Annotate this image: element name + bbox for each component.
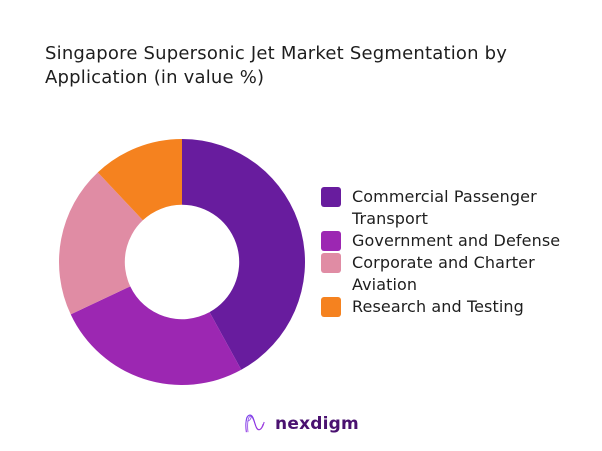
legend-label: Government and Defense [352, 231, 561, 250]
legend-label: Corporate and Charter Aviation [352, 253, 535, 294]
legend-item: Government and Defense [321, 230, 581, 252]
legend-swatch-icon [321, 231, 341, 251]
chart-title: Singapore Supersonic Jet Market Segmenta… [45, 43, 508, 88]
donut-segment-1 [182, 139, 305, 370]
brand-footer: nexdigm [0, 411, 602, 436]
brand-logo-text: nexdigm [275, 413, 359, 434]
legend-item: Commercial Passenger Transport [321, 186, 581, 230]
legend-label: Commercial Passenger Transport [352, 187, 537, 228]
donut-segment-3 [59, 172, 143, 315]
legend-item: Corporate and Charter Aviation [321, 252, 581, 296]
donut-segment-4 [97, 139, 182, 221]
nexdigm-logo-icon [245, 414, 265, 433]
donut-chart [59, 139, 305, 385]
chart-legend: Commercial Passenger Transport Governmen… [321, 186, 581, 318]
donut-chart-area [59, 139, 305, 385]
legend-swatch-icon [321, 253, 341, 273]
legend-swatch-icon [321, 187, 341, 207]
donut-segment-2 [70, 286, 242, 385]
legend-swatch-icon [321, 297, 341, 317]
legend-label: Research and Testing [352, 297, 524, 316]
legend-item: Research and Testing [321, 296, 581, 318]
